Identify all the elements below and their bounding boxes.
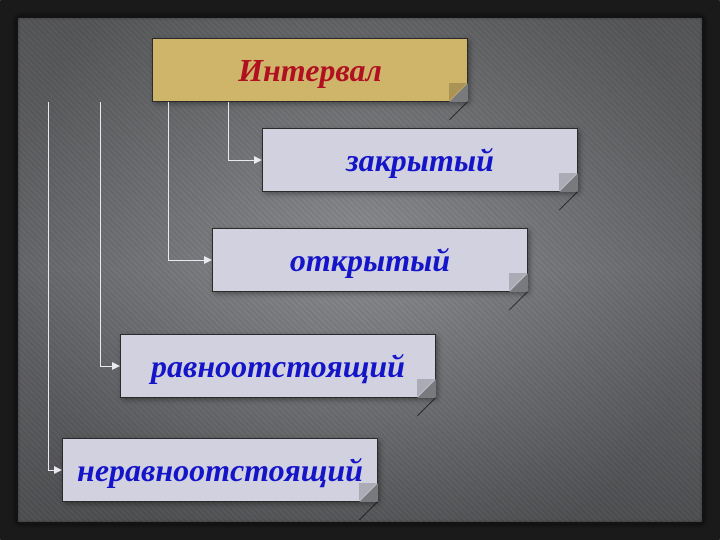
dogear-icon [559, 173, 577, 191]
child-node-label: равноотстоящий [151, 348, 405, 385]
connector-vline [228, 102, 229, 160]
child-node-box: неравноотстоящий [62, 438, 378, 502]
connector-vline [48, 102, 49, 470]
connector-hline [100, 366, 112, 367]
child-node-label: закрытый [346, 142, 494, 179]
arrowhead-icon [204, 256, 212, 264]
dogear-icon [359, 483, 377, 501]
root-node-label: Интервал [238, 52, 382, 89]
arrowhead-icon [112, 362, 120, 370]
connector-hline [168, 260, 204, 261]
dogear-icon [509, 273, 527, 291]
child-node-box: равноотстоящий [120, 334, 436, 398]
connector-vline [100, 102, 101, 366]
arrowhead-icon [54, 466, 62, 474]
root-node-box: Интервал [152, 38, 468, 102]
child-node-box: закрытый [262, 128, 578, 192]
arrowhead-icon [254, 156, 262, 164]
child-node-label: открытый [290, 242, 450, 279]
dogear-icon [449, 83, 467, 101]
dogear-icon [417, 379, 435, 397]
connector-hline [228, 160, 254, 161]
child-node-box: открытый [212, 228, 528, 292]
slide-stage: Интервал закрытый открытый равноотстоящий н… [0, 0, 720, 540]
connector-vline [168, 102, 169, 260]
child-node-label: неравноотстоящий [77, 452, 363, 489]
